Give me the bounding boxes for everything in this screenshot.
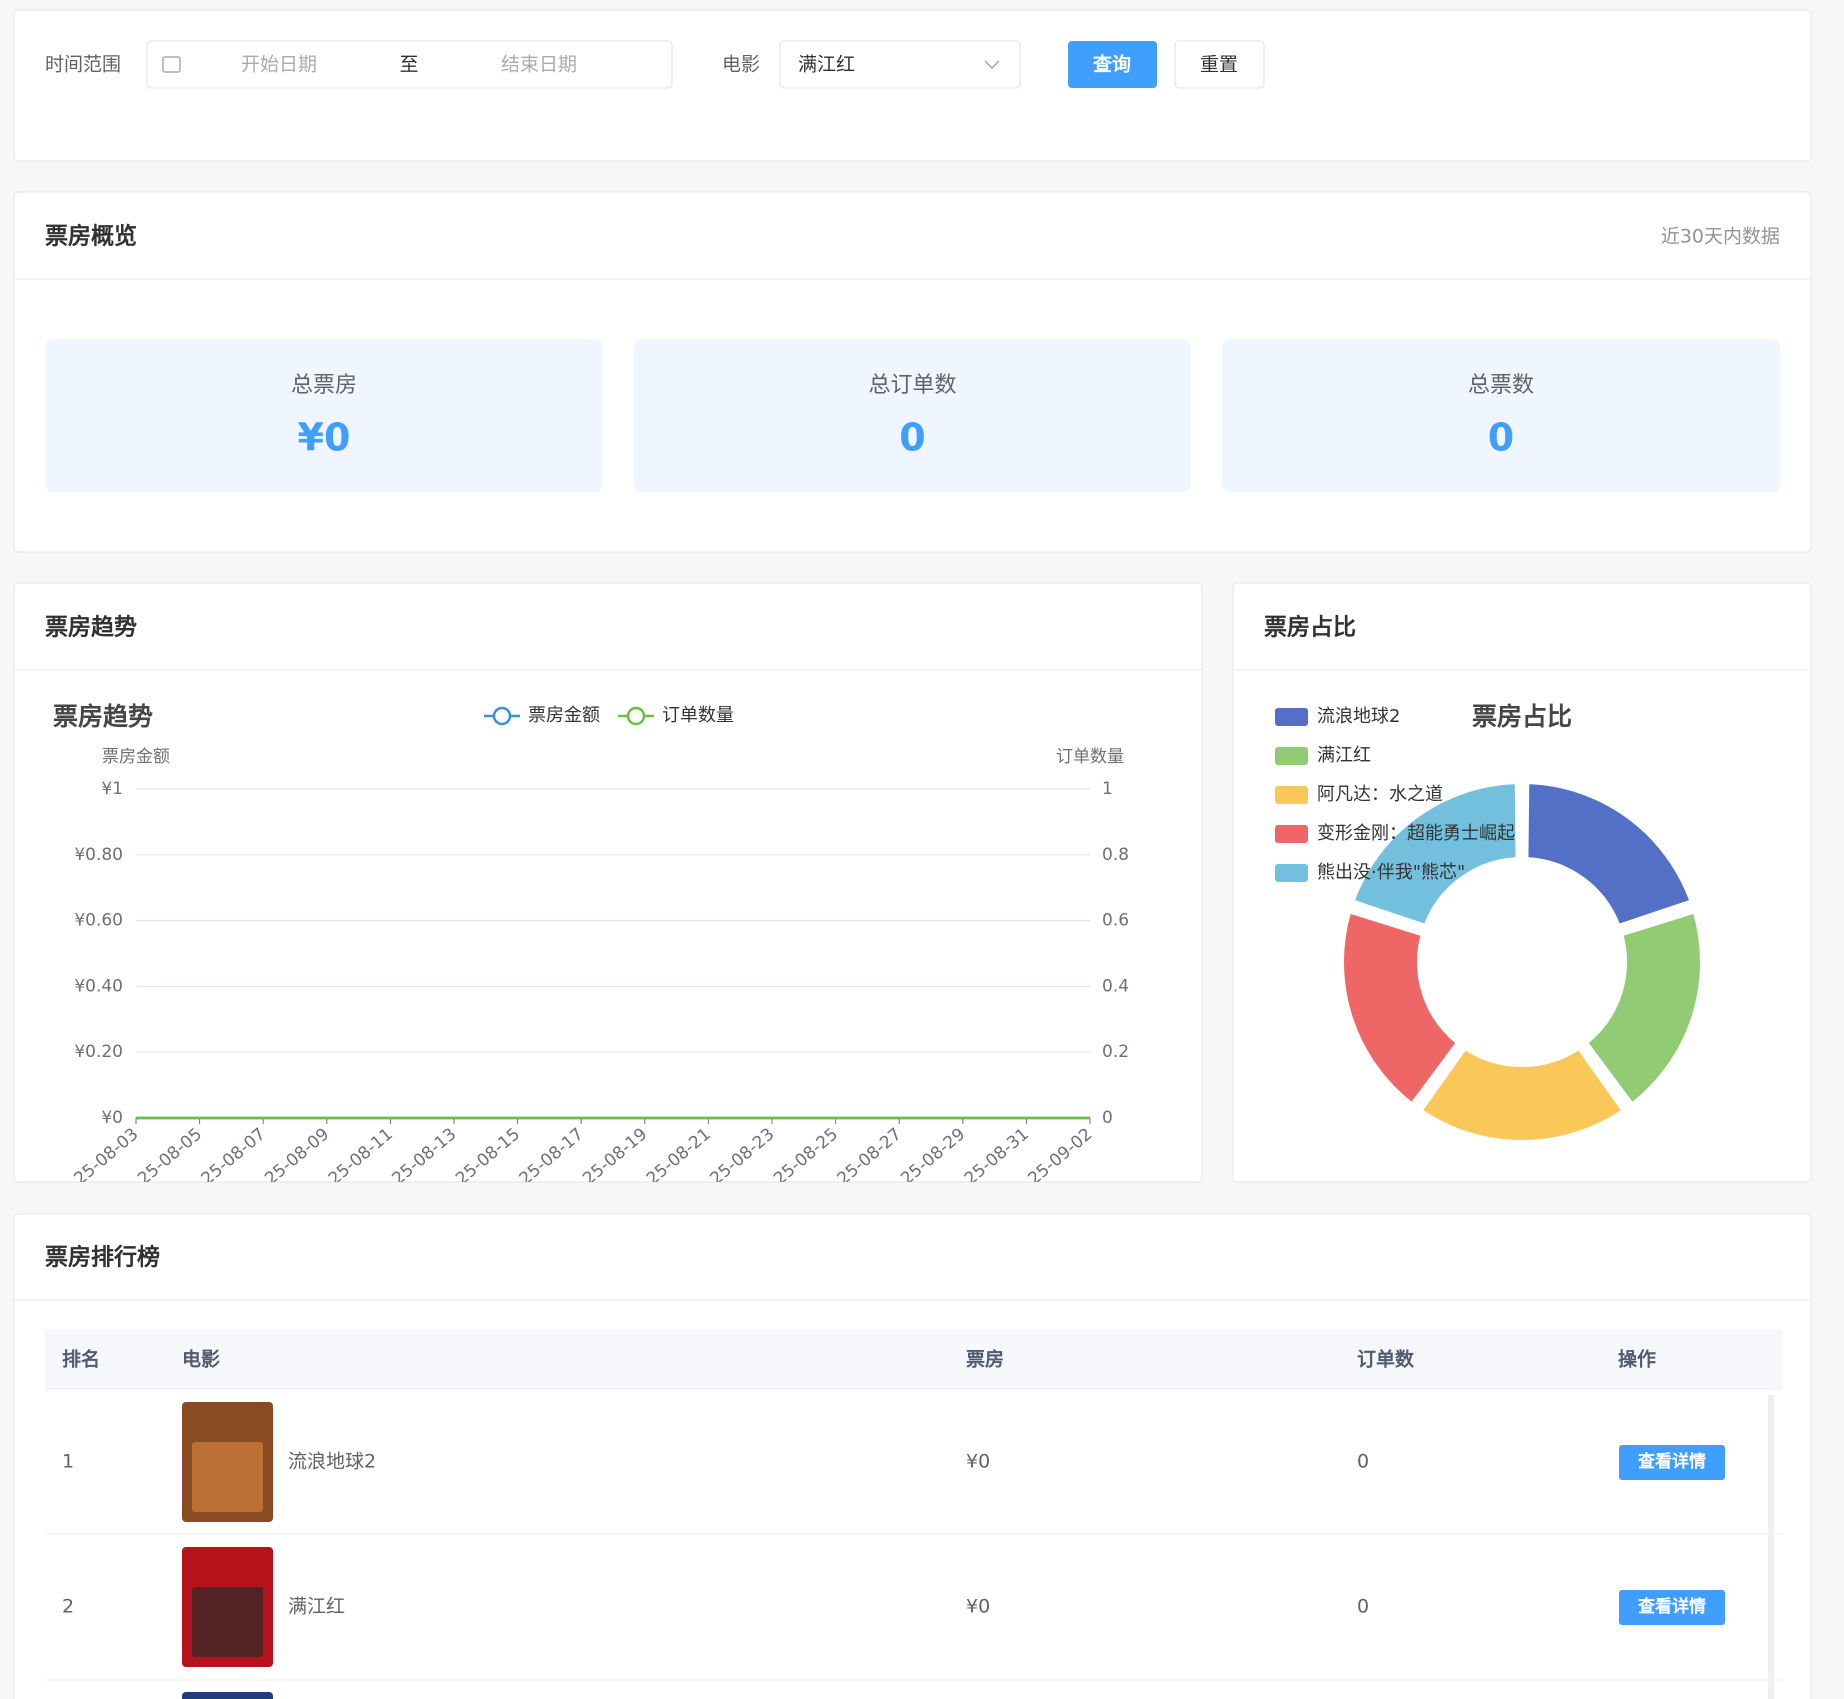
movie-selected[interactable]: 满江红 xyxy=(798,54,855,76)
y-tick-label: ¥0.60 xyxy=(74,911,123,931)
donut-slice xyxy=(1526,782,1692,926)
donut-slice xyxy=(1342,911,1458,1105)
stat-box xyxy=(1222,339,1780,492)
y2-tick-label: 1 xyxy=(1102,779,1113,799)
column-header: 操作 xyxy=(1618,1348,1656,1371)
cell: ¥0 xyxy=(966,1596,990,1618)
stat-value: ¥0 xyxy=(298,416,351,460)
select-arrow xyxy=(984,60,1000,70)
donut-slice xyxy=(1352,782,1518,926)
y-tick-label: ¥0.40 xyxy=(74,976,123,996)
cell: 0 xyxy=(1357,1596,1369,1618)
column-header: 电影 xyxy=(182,1348,220,1371)
legend-swatch xyxy=(1275,786,1308,804)
query-button[interactable] xyxy=(1068,41,1157,88)
detail-button-text[interactable]: 查看详情 xyxy=(1637,1596,1706,1617)
query-button-text[interactable]: 查询 xyxy=(1092,53,1131,76)
range-separator: 至 xyxy=(399,54,418,76)
chart-title: 票房占比 xyxy=(1472,702,1572,731)
legend-swatch xyxy=(1275,825,1308,843)
y-tick-label: ¥1 xyxy=(101,779,123,799)
stat-value: 0 xyxy=(1488,416,1514,460)
poster xyxy=(182,1692,273,1699)
detail-button[interactable] xyxy=(1619,1445,1725,1480)
legend-swatch xyxy=(1275,708,1308,726)
table-header xyxy=(45,1330,1782,1389)
y2-tick-label: 0.2 xyxy=(1102,1042,1129,1062)
scrollbar xyxy=(1768,1395,1774,1699)
share-card-title: 票房占比 xyxy=(1264,614,1356,641)
stat-label: 总票房 xyxy=(291,373,357,398)
y2-tick-label: 0.4 xyxy=(1102,976,1129,996)
movie-select[interactable] xyxy=(779,40,1021,89)
overview-note: 近30天内数据 xyxy=(1661,226,1780,248)
movie-label: 电影 xyxy=(722,54,760,76)
calendar-icon xyxy=(162,56,181,73)
poster-art xyxy=(192,1442,263,1512)
end-date[interactable]: 结束日期 xyxy=(501,54,577,76)
legend-marker xyxy=(626,706,646,726)
legend-label: 阿凡达：水之道 xyxy=(1317,784,1443,805)
stat-box xyxy=(634,339,1191,492)
stat-box xyxy=(45,339,603,492)
column-header: 订单数 xyxy=(1357,1348,1415,1371)
legend-label: 订单数量 xyxy=(662,705,734,726)
reset-button-text[interactable]: 重置 xyxy=(1200,54,1238,76)
start-date[interactable]: 开始日期 xyxy=(241,54,317,76)
legend-swatch xyxy=(1275,747,1308,765)
stat-label: 总票数 xyxy=(1468,373,1534,398)
stat-value: 0 xyxy=(899,416,925,460)
y-tick-label: ¥0.80 xyxy=(74,845,123,865)
chart-title: 票房趋势 xyxy=(53,702,153,731)
y2-tick-label: 0 xyxy=(1102,1108,1113,1128)
column-header: 票房 xyxy=(966,1348,1004,1371)
legend-label: 变形金刚：超能勇士崛起 xyxy=(1317,823,1515,844)
stat-label: 总订单数 xyxy=(868,373,956,398)
movie-name: 满江红 xyxy=(288,1596,345,1618)
date-range-input[interactable] xyxy=(146,40,673,89)
legend-label: 熊出没·伴我"熊芯" xyxy=(1317,862,1465,883)
y2-axis-name: 订单数量 xyxy=(1056,747,1124,767)
y-tick-label: ¥0.20 xyxy=(74,1042,123,1062)
cell: 2 xyxy=(62,1596,74,1618)
ranking-card xyxy=(13,1213,1812,1699)
cell: 0 xyxy=(1357,1451,1369,1473)
detail-button-text[interactable]: 查看详情 xyxy=(1637,1451,1706,1472)
poster-art xyxy=(192,1587,263,1657)
y2-tick-label: 0.6 xyxy=(1102,911,1129,931)
cell: 1 xyxy=(62,1451,74,1473)
legend-label: 票房金额 xyxy=(528,705,600,726)
donut-slice xyxy=(1586,911,1702,1105)
y-tick-label: ¥0 xyxy=(101,1108,123,1128)
legend-swatch xyxy=(1275,864,1308,882)
trend-card xyxy=(13,582,1203,1183)
column-header: 排名 xyxy=(62,1348,100,1371)
ranking-title: 票房排行榜 xyxy=(45,1244,160,1271)
y-axis-name: 票房金额 xyxy=(102,747,170,767)
detail-button[interactable] xyxy=(1619,1590,1725,1625)
legend-label: 满江红 xyxy=(1317,745,1371,766)
time-label: 时间范围 xyxy=(45,54,121,76)
donut-slice xyxy=(1420,1047,1624,1143)
trend-card-title: 票房趋势 xyxy=(45,614,137,641)
overview-title: 票房概览 xyxy=(45,223,137,250)
cell: ¥0 xyxy=(966,1451,990,1473)
y2-tick-label: 0.8 xyxy=(1102,845,1129,865)
legend-label: 流浪地球2 xyxy=(1317,706,1400,727)
legend-marker xyxy=(492,706,512,726)
movie-name: 流浪地球2 xyxy=(288,1451,376,1473)
reset-button[interactable] xyxy=(1174,40,1265,89)
